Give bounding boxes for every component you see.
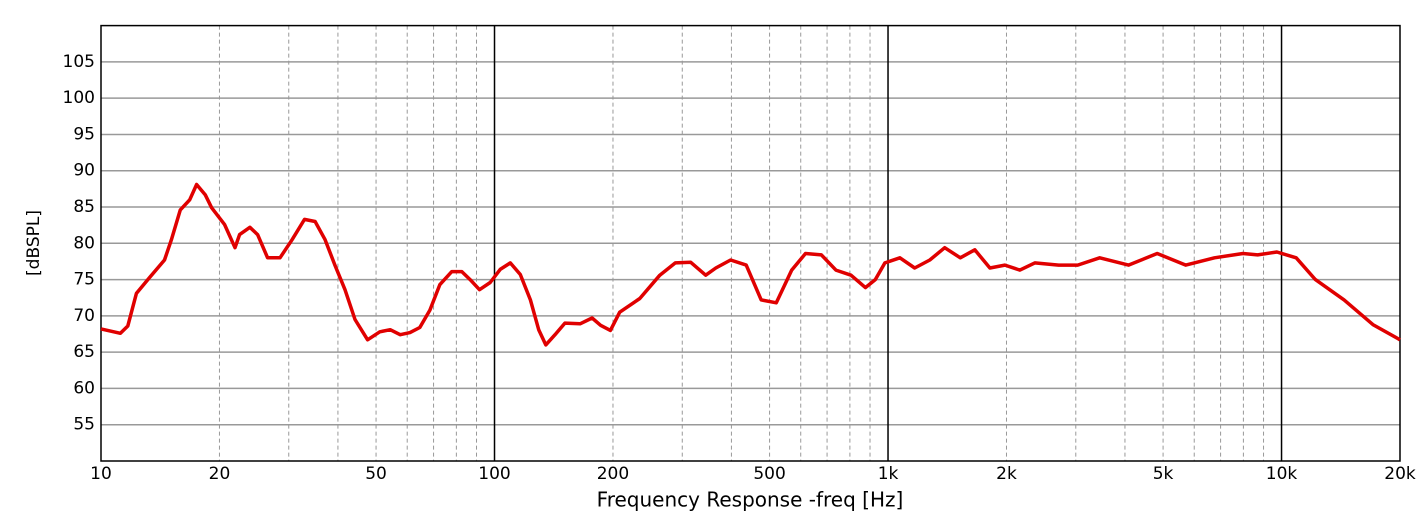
x-tick-label: 1k [878,464,899,484]
y-tick-label: 60 [73,378,95,398]
y-tick-label: 95 [73,124,95,144]
y-tick-label: 80 [73,233,95,253]
x-tick-label: 2k [996,464,1017,484]
y-tick-label: 105 [63,52,95,72]
y-tick-label: 55 [73,415,95,435]
y-tick-label: 75 [73,270,95,290]
x-tick-label: 200 [597,464,629,484]
x-axis-title: Frequency Response -freq [Hz] [597,488,904,512]
x-tick-label: 100 [478,464,510,484]
x-tick-label: 5k [1153,464,1174,484]
x-tick-label: 500 [753,464,785,484]
y-tick-label: 85 [73,197,95,217]
y-tick-label: 65 [73,342,95,362]
y-axis-title: [dBSPL] [24,210,44,276]
x-tick-label: 20k [1384,464,1416,484]
x-tick-label: 20 [209,464,231,484]
y-tick-label: 70 [73,306,95,326]
x-tick-label: 10 [90,464,112,484]
y-tick-label: 90 [73,161,95,181]
x-tick-label: 50 [365,464,387,484]
plot-border [100,24,1401,462]
x-tick-label: 10k [1266,464,1298,484]
y-tick-label: 100 [63,88,95,108]
data-line [100,182,1401,347]
